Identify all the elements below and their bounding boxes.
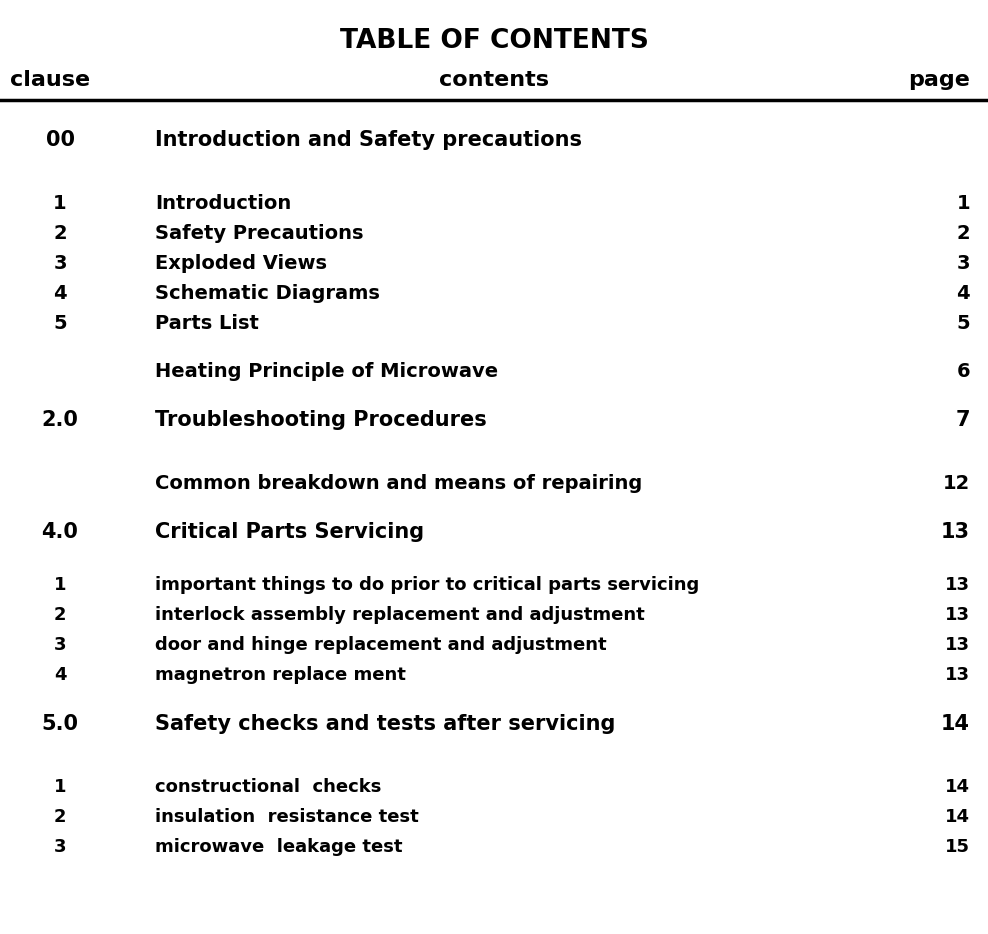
Text: Schematic Diagrams: Schematic Diagrams <box>155 284 379 303</box>
Text: constructional  checks: constructional checks <box>155 778 381 796</box>
Text: Safety checks and tests after servicing: Safety checks and tests after servicing <box>155 714 616 734</box>
Text: page: page <box>908 70 970 90</box>
Text: 2: 2 <box>53 808 66 826</box>
Text: Troubleshooting Procedures: Troubleshooting Procedures <box>155 410 487 430</box>
Text: 3: 3 <box>956 254 970 273</box>
Text: 4: 4 <box>53 284 67 303</box>
Text: 5: 5 <box>53 314 67 333</box>
Text: Introduction and Safety precautions: Introduction and Safety precautions <box>155 130 582 150</box>
Text: 5.0: 5.0 <box>41 714 78 734</box>
Text: interlock assembly replacement and adjustment: interlock assembly replacement and adjus… <box>155 606 645 624</box>
Text: Exploded Views: Exploded Views <box>155 254 327 273</box>
Text: 13: 13 <box>941 522 970 542</box>
Text: Safety Precautions: Safety Precautions <box>155 224 364 243</box>
Text: contents: contents <box>439 70 549 90</box>
Text: magnetron replace ment: magnetron replace ment <box>155 666 406 684</box>
Text: 12: 12 <box>943 474 970 493</box>
Text: door and hinge replacement and adjustment: door and hinge replacement and adjustmen… <box>155 636 607 654</box>
Text: 1: 1 <box>53 576 66 594</box>
Text: 14: 14 <box>945 778 970 796</box>
Text: Heating Principle of Microwave: Heating Principle of Microwave <box>155 362 498 381</box>
Text: Critical Parts Servicing: Critical Parts Servicing <box>155 522 424 542</box>
Text: microwave  leakage test: microwave leakage test <box>155 838 402 856</box>
Text: 15: 15 <box>945 838 970 856</box>
Text: 6: 6 <box>956 362 970 381</box>
Text: 4: 4 <box>956 284 970 303</box>
Text: 1: 1 <box>956 194 970 213</box>
Text: Introduction: Introduction <box>155 194 291 213</box>
Text: Common breakdown and means of repairing: Common breakdown and means of repairing <box>155 474 642 493</box>
Text: clause: clause <box>10 70 90 90</box>
Text: 4: 4 <box>53 666 66 684</box>
Text: TABLE OF CONTENTS: TABLE OF CONTENTS <box>340 28 648 54</box>
Text: insulation  resistance test: insulation resistance test <box>155 808 419 826</box>
Text: 13: 13 <box>945 636 970 654</box>
Text: 14: 14 <box>945 808 970 826</box>
Text: Parts List: Parts List <box>155 314 259 333</box>
Text: 3: 3 <box>53 838 66 856</box>
Text: 13: 13 <box>945 606 970 624</box>
Text: 13: 13 <box>945 666 970 684</box>
Text: 2: 2 <box>53 224 67 243</box>
Text: 3: 3 <box>53 254 67 273</box>
Text: 3: 3 <box>53 636 66 654</box>
Text: 5: 5 <box>956 314 970 333</box>
Text: 2: 2 <box>53 606 66 624</box>
Text: 00: 00 <box>45 130 74 150</box>
Text: 13: 13 <box>945 576 970 594</box>
Text: 1: 1 <box>53 194 67 213</box>
Text: 1: 1 <box>53 778 66 796</box>
Text: important things to do prior to critical parts servicing: important things to do prior to critical… <box>155 576 700 594</box>
Text: 2.0: 2.0 <box>41 410 78 430</box>
Text: 7: 7 <box>955 410 970 430</box>
Text: 2: 2 <box>956 224 970 243</box>
Text: 4.0: 4.0 <box>41 522 78 542</box>
Text: 14: 14 <box>941 714 970 734</box>
